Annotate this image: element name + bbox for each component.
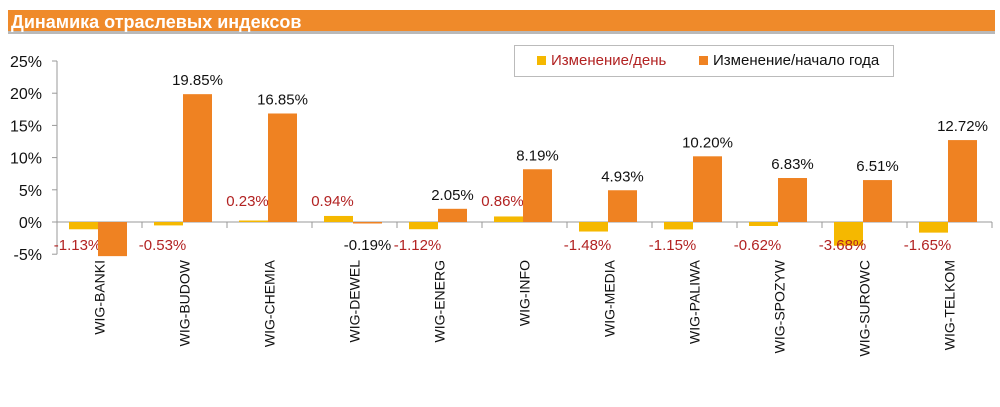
x-tick-label: WIG-BANKI bbox=[92, 260, 108, 335]
bar-daily bbox=[324, 215, 353, 222]
bar-ytd bbox=[608, 190, 637, 222]
bar-ytd bbox=[863, 180, 892, 222]
data-label: 10.20% bbox=[682, 134, 733, 151]
data-label: 16.85% bbox=[257, 91, 308, 108]
bar-daily bbox=[579, 222, 608, 232]
y-tick-label: 20% bbox=[10, 86, 42, 103]
bar-daily bbox=[154, 222, 183, 226]
x-tick-label: WIG-CHEMIA bbox=[262, 259, 278, 347]
data-label: 0.23% bbox=[226, 193, 269, 210]
y-tick-label: 10% bbox=[10, 151, 42, 168]
bar-ytd bbox=[523, 169, 552, 222]
bar-daily bbox=[664, 222, 693, 230]
x-tick-label: WIG-BUDOW bbox=[177, 259, 193, 346]
data-label: 6.83% bbox=[771, 156, 814, 173]
bar-ytd bbox=[778, 178, 807, 222]
y-tick-label: 25% bbox=[10, 54, 42, 71]
legend-label: Изменение/день bbox=[551, 52, 667, 69]
bar-ytd bbox=[948, 140, 977, 222]
bar-ytd bbox=[438, 208, 467, 222]
x-tick-label: WIG-TELKOM bbox=[942, 260, 958, 350]
bar-daily bbox=[239, 220, 268, 223]
data-label: -3.68% bbox=[819, 237, 867, 254]
data-label: -1.65% bbox=[904, 237, 952, 254]
data-label: 6.51% bbox=[856, 158, 899, 175]
data-label: -0.19% bbox=[344, 237, 392, 254]
data-label: -1.12% bbox=[394, 237, 442, 254]
legend-swatch bbox=[699, 56, 708, 65]
x-tick-label: WIG-PALIWA bbox=[687, 259, 703, 344]
bar-daily bbox=[919, 222, 948, 233]
data-label: 0.94% bbox=[311, 193, 354, 210]
legend-item-daily: Изменение/день bbox=[537, 52, 666, 69]
x-tick-label: WIG-ENERG bbox=[432, 260, 448, 342]
bar-ytd bbox=[183, 94, 212, 222]
y-tick-label: 15% bbox=[10, 118, 42, 135]
data-label: 2.05% bbox=[431, 187, 474, 204]
legend-label: Изменение/начало года bbox=[713, 52, 880, 69]
x-tick-label: WIG-SUROWC bbox=[857, 260, 873, 356]
legend-item-ytd: Изменение/начало года bbox=[699, 52, 879, 69]
data-label: 0.86% bbox=[481, 193, 524, 210]
data-label: 8.19% bbox=[516, 147, 559, 164]
data-label: -0.62% bbox=[734, 237, 782, 254]
y-tick-label: -5% bbox=[14, 247, 42, 264]
x-tick-label: WIG-DEWEL bbox=[347, 260, 363, 343]
legend-swatch bbox=[537, 56, 546, 65]
bar-daily bbox=[834, 222, 863, 246]
bar-ytd bbox=[98, 222, 127, 257]
bar-ytd bbox=[353, 222, 382, 224]
data-label: 19.85% bbox=[172, 72, 223, 89]
x-tick-label: WIG-SPOZYW bbox=[772, 259, 788, 353]
bar-daily bbox=[409, 222, 438, 230]
bar-ytd bbox=[268, 113, 297, 222]
data-label: 12.72% bbox=[937, 118, 988, 135]
data-label: -1.15% bbox=[649, 237, 697, 254]
bar-ytd bbox=[693, 156, 722, 222]
data-label: -1.13% bbox=[54, 237, 102, 254]
x-tick-label: WIG-MEDIA bbox=[602, 259, 618, 337]
bar-daily bbox=[69, 222, 98, 230]
legend: Изменение/день Изменение/начало года bbox=[514, 45, 894, 77]
bar-daily bbox=[749, 222, 778, 226]
data-label: 4.93% bbox=[601, 168, 644, 185]
y-tick-label: 5% bbox=[19, 183, 42, 200]
y-tick-label: 0% bbox=[19, 215, 42, 232]
data-label: -0.53% bbox=[139, 237, 187, 254]
x-tick-label: WIG-INFO bbox=[517, 260, 533, 326]
bar-daily bbox=[494, 216, 523, 222]
chart-title: Динамика отраслевых индексов bbox=[8, 10, 995, 34]
data-label: -1.48% bbox=[564, 237, 612, 254]
